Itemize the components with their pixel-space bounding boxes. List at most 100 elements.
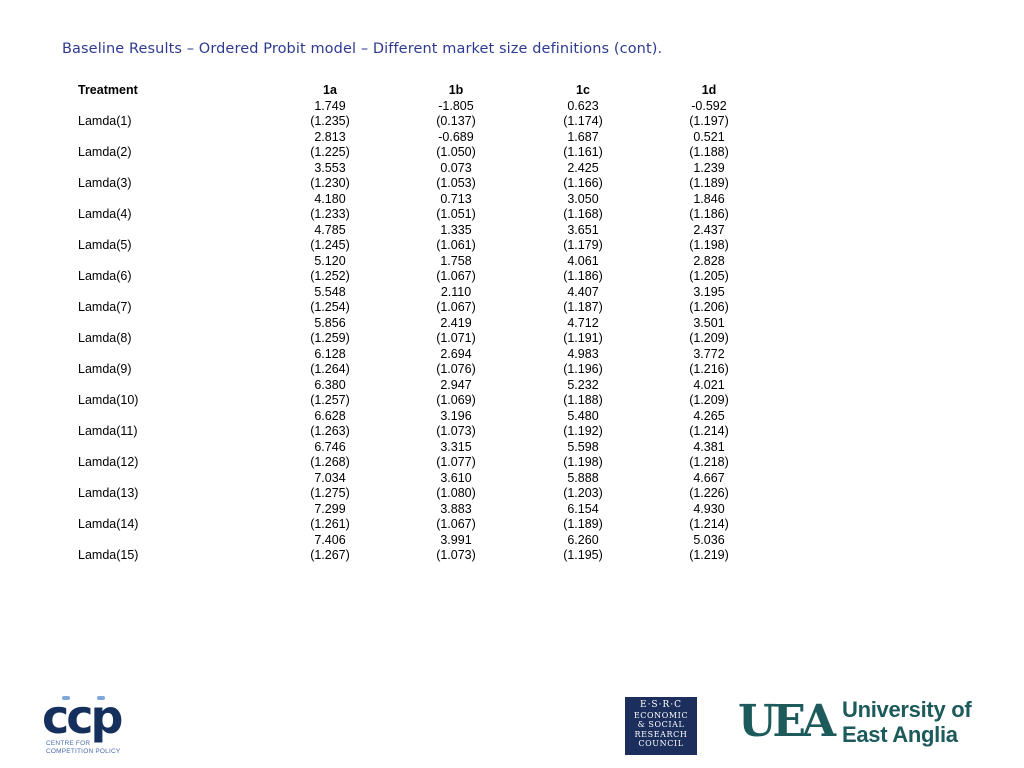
row-label: Lamda(11)	[78, 424, 138, 438]
standard-error-cell: (1.257)	[310, 393, 350, 407]
standard-error-cell: (1.261)	[310, 517, 350, 531]
row-label: Lamda(9)	[78, 362, 132, 376]
coefficient-cell: 7.034	[314, 471, 346, 485]
coefficient-cell: 4.021	[693, 378, 725, 392]
header-column-1d: 1d	[701, 83, 717, 97]
standard-error-cell: (1.188)	[563, 393, 603, 407]
coefficient-cell: 7.406	[314, 533, 346, 547]
coefficient-cell: 4.381	[693, 440, 725, 454]
row-label: Lamda(6)	[78, 269, 132, 283]
coefficient-cell: 5.036	[693, 533, 725, 547]
coefficient-cell: -1.805	[438, 99, 474, 113]
standard-error-cell: (1.254)	[310, 300, 350, 314]
standard-error-cell: (1.219)	[689, 548, 729, 562]
coefficient-cell: 7.299	[314, 502, 346, 516]
coefficient-cell: 4.667	[693, 471, 725, 485]
coefficient-cell: 1.335	[440, 223, 472, 237]
ccp-accent-mark	[97, 696, 105, 700]
standard-error-cell: (1.067)	[436, 269, 476, 283]
coefficient-cell: 0.623	[567, 99, 599, 113]
standard-error-cell: (1.205)	[689, 269, 729, 283]
table-row: Lamda(9) 6.128 (1.264) 2.694 (1.076) 4.983 (1.…	[78, 347, 758, 378]
standard-error-cell: (1.069)	[436, 393, 476, 407]
ccp-logo: ccp CENTRE FOR COMPETITION POLICY	[40, 694, 160, 760]
ccp-subtitle-line1: CENTRE FOR	[46, 740, 91, 747]
coefficient-cell: 5.120	[314, 254, 346, 268]
coefficient-cell: 3.195	[693, 285, 725, 299]
coefficient-cell: -0.592	[691, 99, 727, 113]
standard-error-cell: (1.252)	[310, 269, 350, 283]
standard-error-cell: (1.073)	[436, 424, 476, 438]
standard-error-cell: (1.263)	[310, 424, 350, 438]
coefficient-cell: 4.983	[567, 347, 599, 361]
coefficient-cell: 5.856	[314, 316, 346, 330]
table-row: Lamda(3) 3.553 (1.230) 0.073 (1.053) 2.425 (1.…	[78, 161, 758, 192]
uea-logo: UEA University of East Anglia	[738, 697, 988, 751]
standard-error-cell: (1.067)	[436, 517, 476, 531]
table-row: Lamda(14) 7.299 (1.261) 3.883 (1.067) 6.154 (1…	[78, 502, 758, 533]
row-label: Lamda(8)	[78, 331, 132, 345]
standard-error-cell: (1.198)	[689, 238, 729, 252]
coefficient-cell: 2.437	[693, 223, 725, 237]
coefficient-cell: 3.553	[314, 161, 346, 175]
standard-error-cell: (1.226)	[689, 486, 729, 500]
coefficient-cell: 1.749	[314, 99, 346, 113]
row-label: Lamda(7)	[78, 300, 132, 314]
standard-error-cell: (1.206)	[689, 300, 729, 314]
ccp-subtitle-line2: COMPETITION POLICY	[46, 748, 121, 755]
standard-error-cell: (1.209)	[689, 393, 729, 407]
standard-error-cell: (0.137)	[436, 114, 476, 128]
standard-error-cell: (1.216)	[689, 362, 729, 376]
standard-error-cell: (1.174)	[563, 114, 603, 128]
slide-title: Baseline Results – Ordered Probit model …	[62, 41, 663, 57]
coefficient-cell: 4.712	[567, 316, 599, 330]
coefficient-cell: 2.110	[440, 285, 472, 299]
table-row: Lamda(10) 6.380 (1.257) 2.947 (1.069) 5.232 (1…	[78, 378, 758, 409]
table-row: Lamda(4) 4.180 (1.233) 0.713 (1.051) 3.050 (1.…	[78, 192, 758, 223]
header-column-1c: 1c	[576, 83, 590, 97]
standard-error-cell: (1.080)	[436, 486, 476, 500]
coefficient-cell: 2.419	[440, 316, 472, 330]
coefficient-cell: 5.888	[567, 471, 599, 485]
coefficient-cell: 5.598	[567, 440, 599, 454]
esrc-logo-line2: ECONOMIC	[633, 710, 689, 720]
header-column-1a: 1a	[323, 83, 337, 97]
coefficient-cell: 4.265	[693, 409, 725, 423]
row-label: Lamda(13)	[78, 486, 139, 500]
coefficient-cell: 2.947	[440, 378, 472, 392]
standard-error-cell: (1.168)	[563, 207, 603, 221]
standard-error-cell: (1.161)	[563, 145, 603, 159]
standard-error-cell: (1.214)	[689, 517, 729, 531]
table-body: Lamda(1) 1.749 (1.235) -1.805 (0.137) 0.623 (1…	[78, 99, 758, 564]
coefficient-cell: 1.687	[567, 130, 599, 144]
coefficient-cell: 3.883	[440, 502, 472, 516]
esrc-logo-line3: & SOCIAL	[637, 720, 685, 729]
standard-error-cell: (1.197)	[689, 114, 729, 128]
standard-error-cell: (1.073)	[436, 548, 476, 562]
coefficient-cell: 3.501	[693, 316, 725, 330]
standard-error-cell: (1.067)	[436, 300, 476, 314]
coefficient-cell: 1.239	[693, 161, 725, 175]
standard-error-cell: (1.233)	[310, 207, 350, 221]
standard-error-cell: (1.259)	[310, 331, 350, 345]
results-table: Treatment 1a 1b 1c 1d Lamda(1) 1.749 (1.23…	[78, 82, 758, 564]
standard-error-cell: (1.209)	[689, 331, 729, 345]
uea-logo-mark: UEA	[738, 696, 836, 747]
standard-error-cell: (1.050)	[436, 145, 476, 159]
coefficient-cell: 3.651	[567, 223, 599, 237]
coefficient-cell: 2.694	[440, 347, 472, 361]
coefficient-cell: 6.746	[314, 440, 346, 454]
standard-error-cell: (1.235)	[310, 114, 350, 128]
table-row: Lamda(11) 6.628 (1.263) 3.196 (1.073) 5.480 (1…	[78, 409, 758, 440]
table-row: Lamda(13) 7.034 (1.275) 3.610 (1.080) 5.888 (1…	[78, 471, 758, 502]
coefficient-cell: 5.480	[567, 409, 599, 423]
row-label: Lamda(1)	[78, 114, 132, 128]
standard-error-cell: (1.187)	[563, 300, 603, 314]
coefficient-cell: 0.713	[440, 192, 472, 206]
coefficient-cell: 4.785	[314, 223, 346, 237]
table-row: Lamda(1) 1.749 (1.235) -1.805 (0.137) 0.623 (1…	[78, 99, 758, 130]
header-treatment: Treatment	[78, 83, 138, 97]
standard-error-cell: (1.267)	[310, 548, 350, 562]
coefficient-cell: 0.521	[693, 130, 725, 144]
table-row: Lamda(6) 5.120 (1.252) 1.758 (1.067) 4.061 (1.…	[78, 254, 758, 285]
